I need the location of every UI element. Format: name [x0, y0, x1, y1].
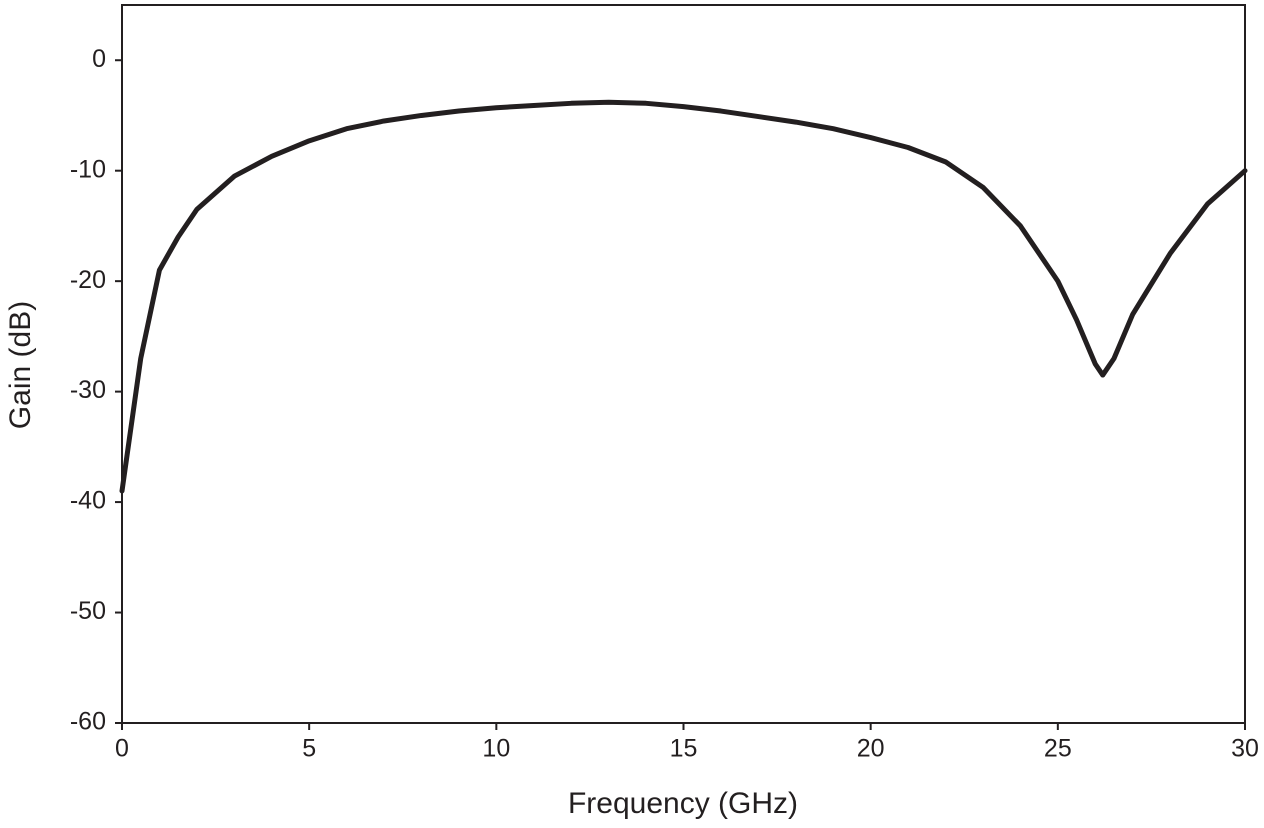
y-tick-label: -20 — [70, 266, 106, 294]
plot-frame — [121, 4, 1246, 724]
x-tick-label: 5 — [302, 735, 316, 763]
y-tick-label: -30 — [70, 376, 106, 404]
y-tick-label: 0 — [92, 45, 106, 73]
x-tick-label: 15 — [670, 735, 698, 763]
y-tick-label: -40 — [70, 487, 106, 515]
x-tick-label: 10 — [482, 735, 510, 763]
y-tick-label: -60 — [70, 708, 106, 736]
x-tick-label: 30 — [1231, 735, 1259, 763]
y-tick-label: -10 — [70, 155, 106, 183]
x-tick-label: 25 — [1044, 735, 1072, 763]
x-tick-label: 20 — [857, 735, 885, 763]
x-tick-label: 0 — [115, 735, 129, 763]
y-axis-label: Gain (dB) — [4, 301, 37, 429]
data-line — [119, 99, 1248, 494]
x-axis-label: Frequency (GHz) — [568, 787, 798, 820]
y-tick-label: -50 — [70, 597, 106, 625]
